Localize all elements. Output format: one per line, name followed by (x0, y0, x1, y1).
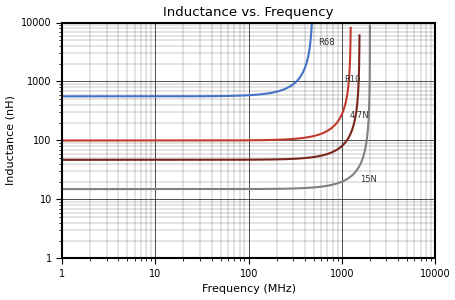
Y-axis label: Inductance (nH): Inductance (nH) (5, 95, 15, 185)
Title: Inductance vs. Frequency: Inductance vs. Frequency (163, 6, 333, 19)
Text: 15N: 15N (359, 175, 376, 184)
X-axis label: Frequency (MHz): Frequency (MHz) (201, 284, 295, 294)
Text: 4.7N: 4.7N (349, 110, 368, 119)
Text: R68: R68 (318, 38, 334, 47)
Text: R10: R10 (343, 75, 359, 84)
